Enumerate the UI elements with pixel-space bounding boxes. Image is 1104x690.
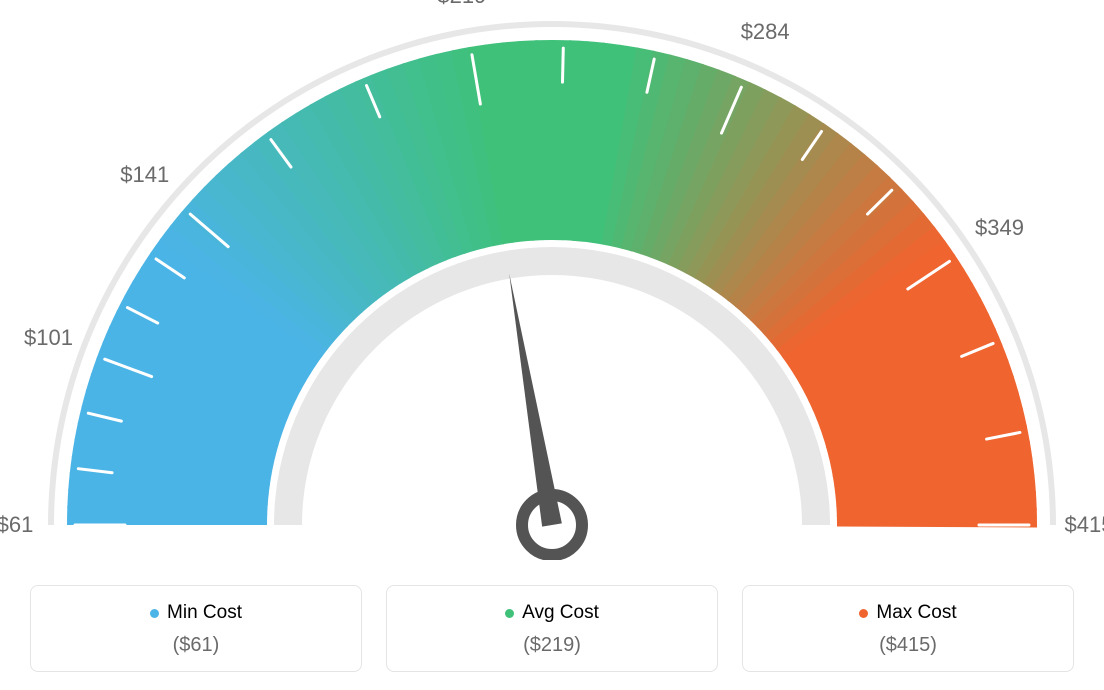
legend-title-text-avg: Avg Cost bbox=[522, 602, 599, 624]
gauge-svg bbox=[0, 0, 1104, 560]
gauge-tick-label: $219 bbox=[437, 0, 486, 9]
gauge-tick-label: $141 bbox=[120, 162, 169, 188]
gauge-tick-label: $101 bbox=[24, 325, 73, 351]
legend-dot-avg bbox=[505, 609, 514, 618]
legend-value-min: ($61) bbox=[41, 634, 351, 657]
legend-value-max: ($415) bbox=[753, 634, 1063, 657]
legend-dot-min bbox=[150, 609, 159, 618]
legend-value-avg: ($219) bbox=[397, 634, 707, 657]
cost-gauge: $61 $101 $141 $219 $284 $349 $415 bbox=[0, 0, 1104, 560]
legend-title-avg: Avg Cost bbox=[505, 602, 599, 624]
legend-title-min: Min Cost bbox=[150, 602, 242, 624]
gauge-tick-label: $284 bbox=[741, 19, 790, 45]
legend-title-text-min: Min Cost bbox=[167, 602, 242, 624]
gauge-tick-label: $415 bbox=[1065, 512, 1104, 538]
legend-title-max: Max Cost bbox=[859, 602, 956, 624]
legend-card-min: Min Cost ($61) bbox=[30, 585, 362, 672]
gauge-tick-label: $61 bbox=[0, 512, 33, 538]
legend-card-max: Max Cost ($415) bbox=[742, 585, 1074, 672]
legend-dot-max bbox=[859, 609, 868, 618]
legend-row: Min Cost ($61) Avg Cost ($219) Max Cost … bbox=[0, 585, 1104, 672]
gauge-tick-label: $349 bbox=[975, 215, 1024, 241]
legend-card-avg: Avg Cost ($219) bbox=[386, 585, 718, 672]
legend-title-text-max: Max Cost bbox=[876, 602, 956, 624]
